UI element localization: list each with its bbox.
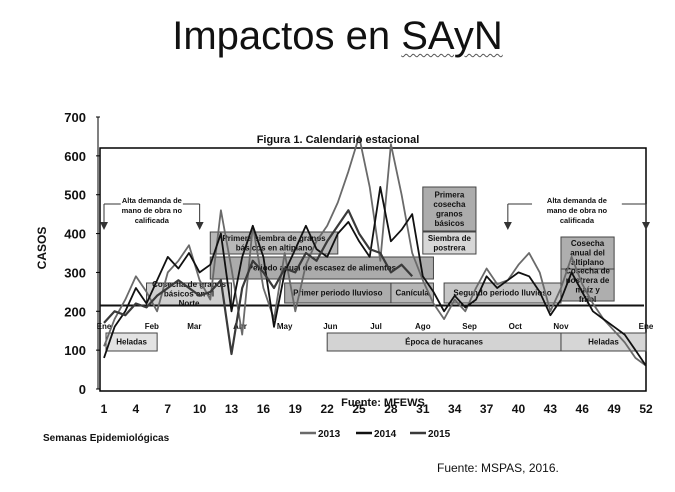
- slide-title-word: SAyN: [401, 14, 503, 58]
- event-arrow-bg: [120, 195, 183, 229]
- month-label: Feb: [145, 322, 159, 331]
- x-tick-label: 10: [193, 402, 207, 416]
- legend-item-2013: 2013: [300, 429, 341, 440]
- legend-item-2015: 2015: [410, 429, 451, 440]
- event-box: Heladas: [105, 332, 158, 352]
- x-tick-label: 49: [607, 402, 621, 416]
- event-label: Heladas: [588, 338, 619, 347]
- chart-title: Figura 1. Calendario estacional: [257, 134, 420, 146]
- footer-source: Fuente: MSPAS, 2016.: [437, 461, 559, 475]
- x-tick-label: 46: [576, 402, 590, 416]
- y-axis-label: CASOS: [35, 227, 49, 270]
- event-arrow: Alta demanda de mano de obra no calificada: [503, 195, 650, 230]
- event-box: Primera cosecha granos básicos: [422, 186, 477, 232]
- event-box: Canícula: [390, 282, 434, 304]
- event-box: Época de huracanes: [326, 332, 562, 352]
- x-tick-label: 31: [416, 402, 430, 416]
- event-arrow: Alta demanda de mano de obra no calificada: [100, 195, 204, 230]
- event-box: Siembra de postrera: [422, 231, 477, 255]
- series-line-2015: [103, 209, 414, 356]
- event-box: Periodo anual de escasez de alimentos: [209, 256, 434, 280]
- event-box-rect: [422, 186, 477, 232]
- x-tick-label: 4: [133, 402, 140, 416]
- month-label: Mar: [187, 322, 201, 331]
- event-box-rect: [422, 231, 477, 255]
- legend-item-2014: 2014: [356, 429, 397, 440]
- event-label: Primera cosecha granos básicos: [433, 190, 466, 228]
- event-label: Primera siembra de granos básicos en alti…: [222, 234, 326, 253]
- y-tick-label: 100: [64, 343, 86, 358]
- x-tick-label: 19: [289, 402, 303, 416]
- x-tick-label: 7: [164, 402, 171, 416]
- x-tick-label: 43: [544, 402, 558, 416]
- month-label: Jul: [370, 322, 382, 331]
- x-tick-label: 1: [101, 402, 108, 416]
- x-tick-label: 25: [352, 402, 366, 416]
- event-label: Cosecha anual del altiplano: [570, 239, 605, 267]
- month-label: Jun: [323, 322, 337, 331]
- legend-label: 2014: [374, 429, 397, 440]
- y-tick-label: 600: [64, 149, 86, 164]
- event-label: Heladas: [116, 338, 147, 347]
- event-box: Cosecha de postrera de maíz y frijol: [560, 266, 615, 304]
- x-tick-label: 52: [639, 402, 653, 416]
- event-label: Alta demanda de mano de obra no calificada: [122, 196, 183, 225]
- chart-source: Fuente: MFEWS: [341, 397, 425, 409]
- y-tick-label: 300: [64, 265, 86, 280]
- month-label: Oct: [509, 322, 523, 331]
- y-tick-label: 700: [64, 110, 86, 125]
- month-label: Sep: [462, 322, 477, 331]
- x-tick-label: 40: [512, 402, 526, 416]
- event-box: Primera siembra de granos básicos en alti…: [209, 231, 339, 255]
- event-box: Heladas: [560, 332, 647, 352]
- event-box-rect: [560, 332, 647, 352]
- y-tick-label: 200: [64, 304, 86, 319]
- legend-label: 2015: [428, 429, 451, 440]
- month-label: Ago: [415, 322, 431, 331]
- y-tick-label: 500: [64, 188, 86, 203]
- x-tick-label: 28: [384, 402, 398, 416]
- month-label: Ene: [97, 322, 112, 331]
- x-tick-label: 34: [448, 402, 462, 416]
- event-label: Alta demanda de mano de obra no calificada: [547, 196, 608, 225]
- slide-title-prefix: Impactos en: [172, 14, 402, 58]
- x-tick-label: 22: [320, 402, 334, 416]
- event-box-rect: [560, 268, 615, 302]
- event-label: Periodo anual de escasez de alimentos: [248, 264, 397, 273]
- event-label: Siembra de postrera: [428, 234, 472, 253]
- x-axis-label: Semanas Epidemiológicas: [43, 433, 170, 444]
- event-label: Canícula: [396, 289, 430, 298]
- event-label: Primer periodo lluvioso: [293, 289, 382, 298]
- slide-title: Impactos en SAyN: [0, 14, 675, 59]
- legend-label: 2013: [318, 429, 341, 440]
- month-label: Ene: [639, 322, 654, 331]
- y-tick-label: 0: [79, 382, 86, 397]
- y-tick-label: 400: [64, 227, 86, 242]
- event-label: Segundo periodo lluvioso: [453, 289, 551, 298]
- month-label: May: [277, 322, 293, 331]
- month-label: Nov: [553, 322, 569, 331]
- series-line-2014: [103, 185, 647, 367]
- x-tick-label: 13: [225, 402, 239, 416]
- event-label: Cosecha de granos básicos en el Norte: [152, 280, 226, 308]
- event-arrow-bg: [532, 195, 622, 229]
- event-label: Cosecha de postrera de maíz y frijol: [565, 266, 610, 304]
- x-tick-label: 37: [480, 402, 494, 416]
- x-tick-label: 16: [257, 402, 271, 416]
- event-label: Época de huracanes: [405, 338, 483, 347]
- event-box-rect: [209, 231, 339, 255]
